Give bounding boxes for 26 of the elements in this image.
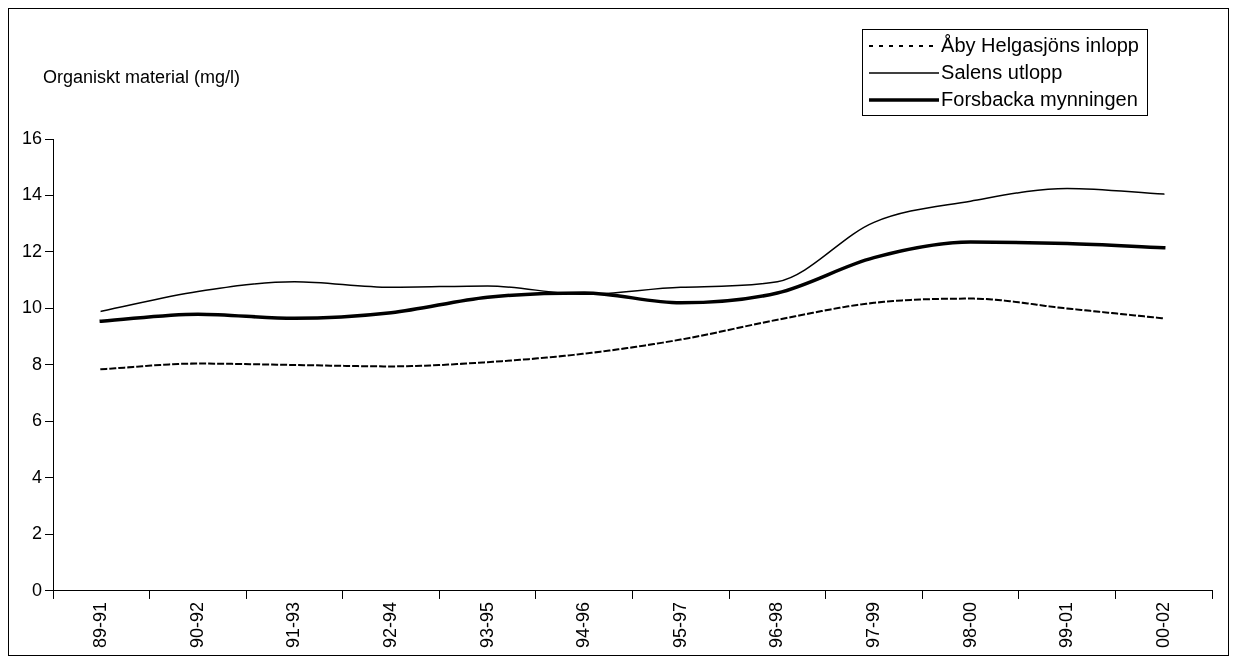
y-tick-label: 14 bbox=[21, 184, 43, 205]
y-tick-label: 16 bbox=[21, 127, 43, 148]
x-tick-label: 94-96 bbox=[573, 601, 594, 649]
y-tick-label: 6 bbox=[32, 410, 43, 431]
x-tick-label: 00-02 bbox=[1152, 601, 1173, 649]
x-tick-label: 98-00 bbox=[959, 601, 980, 649]
y-tick-label: 2 bbox=[32, 523, 43, 544]
y-axis-title: Organiskt material (mg/l) bbox=[43, 66, 241, 87]
x-tick-label: 96-98 bbox=[766, 601, 787, 649]
x-tick-label: 99-01 bbox=[1056, 601, 1077, 649]
x-tick-label: 92-94 bbox=[380, 601, 401, 649]
y-tick-label: 8 bbox=[32, 353, 43, 374]
legend-label: Salens utlopp bbox=[941, 60, 1063, 85]
legend-label: Forsbacka mynningen bbox=[941, 87, 1138, 112]
legend-label: Åby Helgasjöns inlopp bbox=[941, 33, 1139, 58]
y-tick-label: 4 bbox=[32, 466, 43, 487]
x-tick-label: 89-91 bbox=[90, 601, 111, 649]
x-tick-label: 93-95 bbox=[476, 601, 497, 649]
y-tick-label: 10 bbox=[21, 297, 43, 318]
y-tick-label: 0 bbox=[32, 579, 43, 600]
x-tick-label: 90-92 bbox=[186, 601, 207, 649]
x-tick-label: 95-97 bbox=[669, 601, 690, 649]
y-tick-label: 12 bbox=[21, 240, 43, 261]
x-tick-label: 97-99 bbox=[862, 601, 883, 649]
x-tick-label: 91-93 bbox=[283, 601, 304, 649]
line-series bbox=[100, 297, 1165, 371]
